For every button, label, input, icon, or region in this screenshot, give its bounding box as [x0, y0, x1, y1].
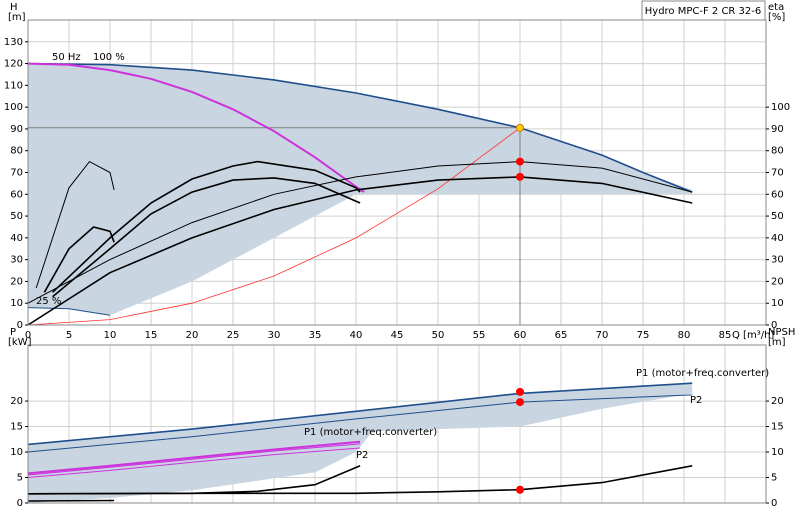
x-tick-label: 60 [514, 330, 527, 341]
y-axis-unit: [kW] [8, 337, 32, 348]
curve [27, 307, 111, 316]
x-tick-label: 20 [186, 330, 199, 341]
curve [27, 62, 693, 193]
annotation: P2 [356, 450, 368, 461]
curve [27, 440, 361, 475]
x-tick-label: 65 [555, 330, 568, 341]
curve [27, 127, 521, 326]
y-tick-label: 20 [10, 396, 23, 407]
y2-tick-label: 20 [771, 276, 784, 287]
curve [35, 160, 115, 289]
x-tick-label: 70 [596, 330, 609, 341]
x-tick-label: 50 [432, 330, 445, 341]
curve [27, 161, 693, 304]
curve [43, 226, 115, 293]
curve [52, 160, 361, 293]
y-tick-label: 110 [4, 80, 23, 91]
y-tick-label: 5 [17, 473, 23, 484]
y-axis-unit: [m] [8, 12, 26, 23]
plot-frame [27, 344, 767, 504]
y2-tick-label: 70 [771, 168, 784, 179]
y-tick-label: 10 [10, 447, 23, 458]
y2-tick-label: 10 [771, 447, 784, 458]
marker [516, 172, 524, 181]
y2-tick-label: 5 [771, 473, 777, 484]
annotation: 25 % [36, 296, 61, 307]
operating-range [28, 383, 693, 503]
annotation: 100 % [93, 52, 125, 63]
y-tick-label: 120 [4, 59, 23, 70]
y2-tick-label: 60 [771, 189, 784, 200]
title-box [641, 0, 766, 21]
marker [516, 123, 524, 132]
y2-tick-label: 15 [771, 422, 784, 433]
y-tick-label: 60 [10, 189, 23, 200]
y-axis-label: P [10, 327, 16, 338]
curve [27, 443, 361, 476]
y2-axis-unit: [m] [768, 337, 786, 348]
y-tick-label: 70 [10, 168, 23, 179]
curve [27, 447, 361, 478]
marker [516, 398, 524, 407]
y-tick-label: 10 [10, 298, 23, 309]
y-tick-label: 30 [10, 255, 23, 266]
x-tick-label: 35 [309, 330, 322, 341]
y-tick-label: 80 [10, 146, 23, 157]
y-tick-label: 50 [10, 211, 23, 222]
x-tick-label: 80 [678, 330, 691, 341]
chart-title: Hydro MPC-F 2 CR 32-6 [645, 6, 762, 17]
y-tick-label: 40 [10, 233, 23, 244]
y2-tick-label: 50 [771, 211, 784, 222]
x-tick-label: 55 [473, 330, 486, 341]
y2-axis-label: NPSH [768, 327, 795, 338]
y2-tick-label: 100 [771, 102, 790, 113]
x-tick-label: 5 [66, 330, 72, 341]
marker [516, 485, 524, 494]
annotation: P1 (motor+freq.converter) [304, 427, 437, 438]
y2-tick-label: 80 [771, 146, 784, 157]
curve [27, 62, 365, 193]
annotation: 50 Hz [52, 52, 81, 63]
y-tick-label: 20 [10, 276, 23, 287]
y2-tick-label: 0 [771, 320, 777, 331]
y2-tick-label: 30 [771, 255, 784, 266]
marker [516, 387, 524, 396]
y-tick-label: 130 [4, 37, 23, 48]
annotation: P2 [690, 395, 702, 406]
curve [27, 176, 693, 326]
y-tick-label: 0 [17, 498, 23, 509]
x-tick-label: 15 [145, 330, 158, 341]
y2-axis-unit: [%] [768, 12, 785, 23]
marker [516, 157, 524, 166]
curve [27, 394, 693, 453]
x-tick-label: 25 [227, 330, 240, 341]
y2-tick-label: 20 [771, 396, 784, 407]
y2-tick-label: 40 [771, 233, 784, 244]
x-tick-label: 45 [391, 330, 404, 341]
x-tick-label: 75 [637, 330, 650, 341]
y2-tick-label: 10 [771, 298, 784, 309]
y-tick-label: 0 [17, 320, 23, 331]
x-tick-label: 40 [350, 330, 363, 341]
x-tick-label: 30 [268, 330, 281, 341]
curve [27, 382, 693, 446]
x-tick-label: 10 [104, 330, 117, 341]
y-tick-label: 100 [4, 102, 23, 113]
y-tick-label: 90 [10, 124, 23, 135]
y2-tick-label: 90 [771, 124, 784, 135]
x-tick-label: 0 [25, 330, 31, 341]
annotation: P1 (motor+freq.converter) [636, 368, 769, 379]
x-axis-label: Q [m³/h] [732, 330, 774, 341]
y2-tick-label: 0 [771, 498, 777, 509]
x-tick-label: 85 [719, 330, 732, 341]
y-axis-label: H [10, 2, 18, 13]
y2-axis-label: eta [768, 2, 784, 13]
y-tick-label: 15 [10, 422, 23, 433]
curve [27, 499, 115, 502]
curve [27, 465, 361, 495]
curve [52, 177, 361, 298]
